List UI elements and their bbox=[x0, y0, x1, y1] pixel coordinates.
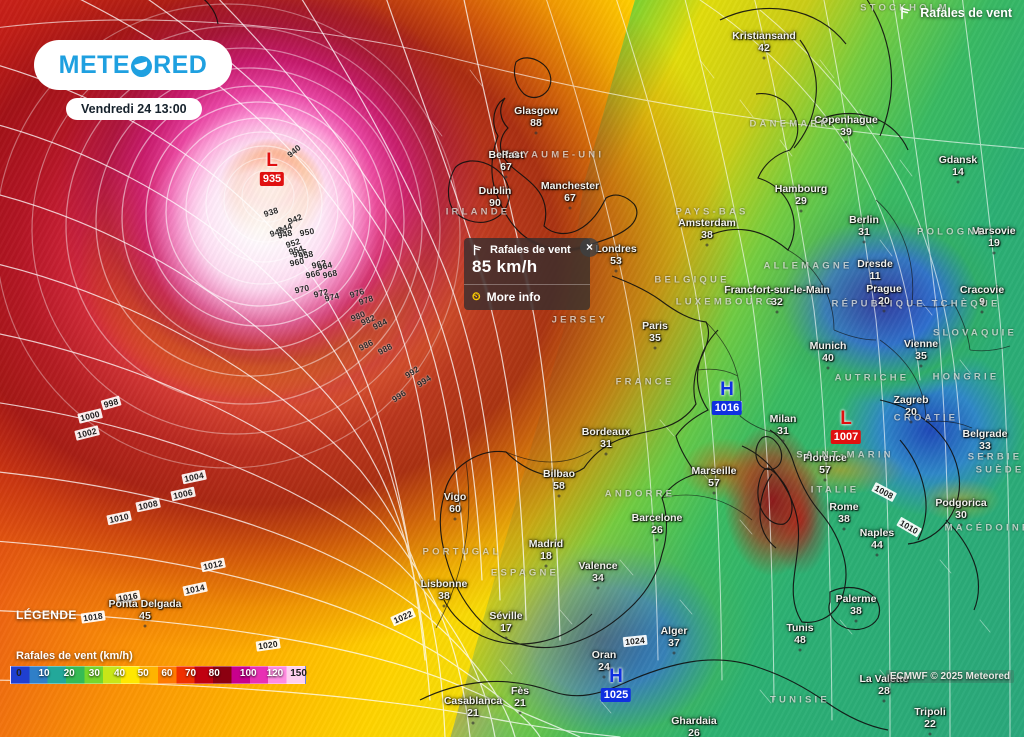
more-info-button[interactable]: ⏲ More info bbox=[464, 285, 590, 310]
legend-tick: 150 bbox=[290, 668, 307, 679]
station-dot bbox=[544, 564, 548, 568]
station-dot bbox=[799, 209, 803, 213]
streamline-barbs bbox=[429, 59, 991, 714]
station-dot bbox=[557, 494, 561, 498]
color-scale[interactable]: 0 10 20 30 40 50 60 70 80 100 120 150 bbox=[10, 666, 307, 684]
station-dot bbox=[862, 240, 866, 244]
station-dot bbox=[928, 732, 932, 736]
station-dot bbox=[614, 269, 618, 273]
gust-tooltip[interactable]: Rafales de vent 85 km/h ⏲ More info bbox=[464, 238, 590, 310]
legend-tick: 80 bbox=[208, 668, 220, 679]
logo-text-part2: RED bbox=[153, 50, 208, 79]
tooltip-value: 85 km/h bbox=[472, 257, 538, 276]
legend-tick: 30 bbox=[88, 668, 100, 679]
legend-tick: 120 bbox=[266, 668, 284, 679]
legend-tick: 50 bbox=[137, 668, 149, 679]
station-dot bbox=[875, 553, 879, 557]
station-dot bbox=[956, 180, 960, 184]
meteored-logo[interactable]: METE RED bbox=[34, 40, 232, 90]
color-scale-bar bbox=[10, 666, 306, 684]
tooltip-title-row: Rafales de vent bbox=[472, 244, 582, 256]
legend-tick: 40 bbox=[113, 668, 126, 679]
coastlines bbox=[203, 0, 980, 731]
tooltip-body: Rafales de vent 85 km/h bbox=[464, 238, 590, 284]
station-dot bbox=[602, 675, 606, 679]
station-dot bbox=[823, 478, 827, 482]
meteored-drop-logo-icon bbox=[131, 55, 153, 77]
country-borders bbox=[435, 199, 1011, 629]
station-dot bbox=[992, 251, 996, 255]
legend-tick: 70 bbox=[184, 668, 197, 679]
station-dot bbox=[826, 366, 830, 370]
legend-heading: LÉGENDE bbox=[16, 608, 77, 622]
station-dot bbox=[568, 206, 572, 210]
logo-wordmark: METE RED bbox=[59, 51, 208, 80]
station-dot bbox=[672, 651, 676, 655]
tooltip-title: Rafales de vent bbox=[490, 244, 571, 256]
station-dot bbox=[518, 711, 522, 715]
legend-panel: LÉGENDE Rafales de vent (km/h) 0 10 20 30 40… bbox=[0, 608, 320, 684]
station-dot bbox=[959, 523, 963, 527]
legend-tick: 60 bbox=[161, 668, 173, 679]
legend-tick: 10 bbox=[38, 668, 50, 679]
station-dot bbox=[504, 636, 508, 640]
station-dot bbox=[854, 619, 858, 623]
station-dot bbox=[655, 538, 659, 542]
station-dot bbox=[604, 452, 608, 456]
station-dot bbox=[882, 699, 886, 703]
station-dot bbox=[775, 310, 779, 314]
clock-icon: ⏲ bbox=[472, 290, 481, 303]
station-dot bbox=[882, 309, 886, 313]
streamlines-cyclone bbox=[0, 3, 461, 469]
station-dot bbox=[798, 648, 802, 652]
station-dot bbox=[844, 140, 848, 144]
legend-tick: 20 bbox=[63, 668, 75, 679]
station-dot bbox=[919, 364, 923, 368]
tooltip-divider bbox=[464, 284, 590, 285]
date-badge: Vendredi 24 13:00 bbox=[66, 98, 202, 120]
wind-flag-icon bbox=[473, 244, 482, 256]
station-dot bbox=[442, 604, 446, 608]
station-dot bbox=[909, 420, 913, 424]
legend-subtitle: Rafales de vent (km/h) bbox=[16, 650, 133, 662]
station-dot bbox=[453, 517, 457, 521]
station-dot bbox=[983, 454, 987, 458]
station-dot bbox=[653, 346, 657, 350]
station-dot bbox=[980, 310, 984, 314]
logo-text-part1: METE bbox=[58, 50, 131, 79]
color-scale-ticks: 0 10 20 30 40 50 60 70 80 100 120 150 bbox=[10, 666, 307, 684]
station-dot bbox=[504, 175, 508, 179]
station-dot bbox=[534, 131, 538, 135]
station-dot bbox=[596, 586, 600, 590]
station-dot bbox=[781, 439, 785, 443]
wind-flag-icon bbox=[901, 6, 911, 20]
station-dot bbox=[143, 624, 147, 628]
close-icon[interactable]: × bbox=[580, 238, 599, 257]
station-dot bbox=[842, 527, 846, 531]
station-dot bbox=[493, 211, 497, 215]
legend-tick: 100 bbox=[239, 668, 257, 679]
station-dot bbox=[471, 721, 475, 725]
station-dot bbox=[873, 284, 877, 288]
active-layer-label: Rafales de vent bbox=[899, 6, 1012, 20]
active-layer-text: Rafales de vent bbox=[920, 6, 1012, 20]
legend-tick: 0 bbox=[16, 668, 22, 679]
more-info-label: More info bbox=[486, 290, 541, 304]
station-dot bbox=[762, 56, 766, 60]
station-dot bbox=[705, 243, 709, 247]
attribution: ECMWF © 2025 Meteored bbox=[885, 670, 1014, 683]
station-dot bbox=[712, 491, 716, 495]
